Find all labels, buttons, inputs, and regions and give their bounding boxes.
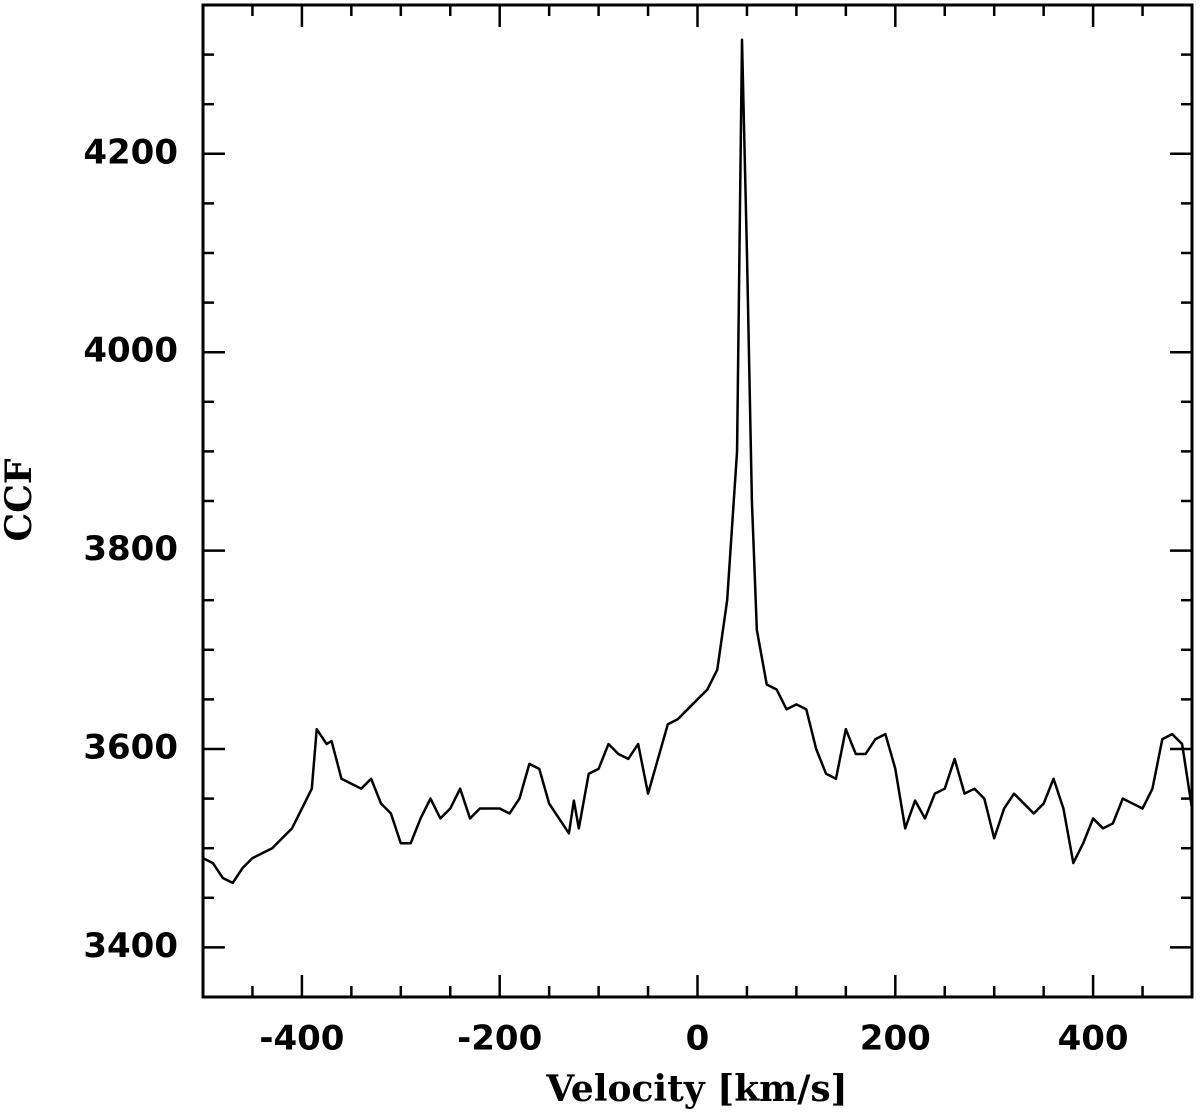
y-tick-label: 3800: [83, 529, 178, 569]
plot-frame: [201, 3, 1194, 999]
y-axis-label: CCF: [0, 458, 40, 541]
x-axis-label: Velocity [km/s]: [545, 1068, 847, 1110]
y-tick-label: 3600: [83, 728, 178, 768]
x-tick-label: -400: [259, 1019, 344, 1059]
y-tick-label: 4200: [83, 132, 178, 172]
x-tick-label: 200: [860, 1019, 931, 1059]
y-tick-label: 4000: [83, 331, 178, 371]
y-tick-label: 3400: [83, 926, 178, 966]
x-tick-label: -200: [457, 1019, 542, 1059]
x-tick-label: 0: [686, 1019, 710, 1059]
x-tick-label: 400: [1058, 1019, 1129, 1059]
data-line: [202, 38, 1194, 885]
